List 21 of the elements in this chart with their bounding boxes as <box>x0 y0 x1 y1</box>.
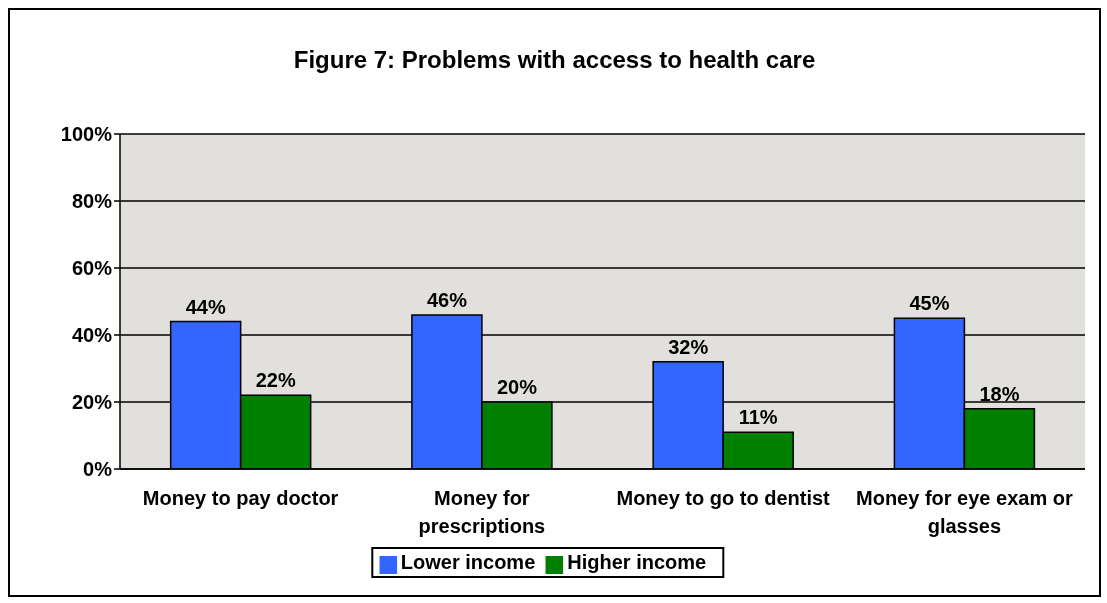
x-tick-label: Money for prescriptions <box>418 487 546 538</box>
data-label: 45% <box>909 292 950 315</box>
chart-title: Figure 7: Problems with access to health care <box>292 46 817 74</box>
y-tick-label: 80% <box>71 190 113 213</box>
data-label: 22% <box>255 369 296 392</box>
y-tick-label: 40% <box>71 324 113 347</box>
data-label: 18% <box>979 382 1020 405</box>
x-tick-label: Money to pay doctor <box>142 487 339 510</box>
data-label: 20% <box>496 376 538 398</box>
x-tick-label: Money for eye exam or glasses <box>856 487 1073 538</box>
legend-label: Lower income <box>400 551 536 573</box>
legend-label: Higher income <box>567 551 707 573</box>
x-tick-label: Money to go to dentist <box>616 487 831 510</box>
data-label: 11% <box>738 406 778 429</box>
y-tick-label: 20% <box>71 391 113 414</box>
data-label: 32% <box>668 335 709 358</box>
y-tick-label: 0% <box>83 458 113 481</box>
data-label: 44% <box>185 295 226 318</box>
data-label: 46% <box>426 288 468 311</box>
y-tick-label: 60% <box>71 257 113 280</box>
y-tick-label: 100% <box>60 123 113 146</box>
